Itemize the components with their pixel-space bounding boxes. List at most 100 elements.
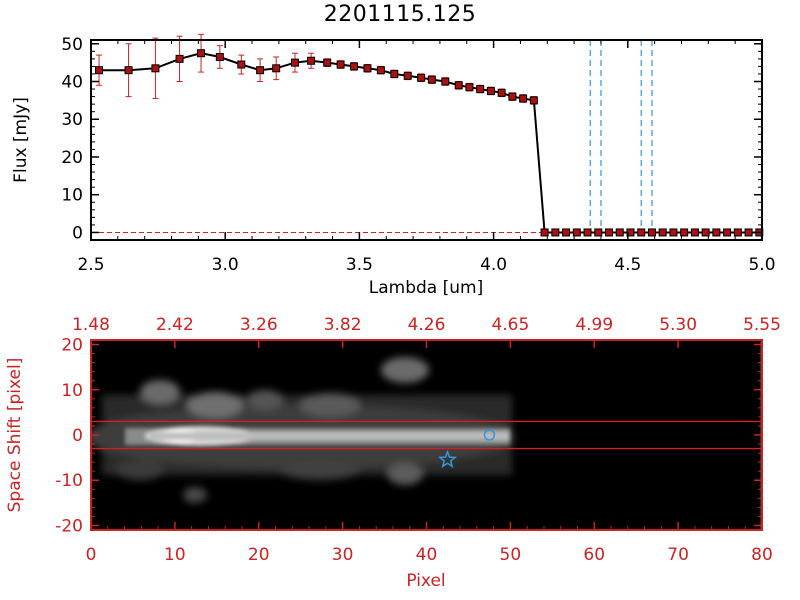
circle-marker bbox=[483, 429, 496, 441]
x-tick-label-6: 60 bbox=[583, 545, 605, 565]
x-tick-label-5: 50 bbox=[500, 545, 522, 565]
data-point-42 bbox=[680, 228, 689, 237]
spectrum-image-plot: 0 10 20 30 40 50 60 70 80 1.48 2.42 3.26 3.82 4.26 4.6… bbox=[5, 315, 781, 591]
data-point-34 bbox=[594, 228, 603, 237]
top-x-tick-label-4: 4.26 bbox=[408, 315, 446, 335]
x-tick-label-5: 5.0 bbox=[748, 255, 775, 275]
x-tick-label-4: 40 bbox=[416, 545, 438, 565]
data-point-48 bbox=[744, 228, 753, 237]
data-point-21 bbox=[454, 81, 463, 90]
vline-group bbox=[589, 40, 653, 240]
data-point-23 bbox=[476, 85, 485, 94]
data-point-15 bbox=[376, 66, 385, 75]
data-point-29 bbox=[540, 228, 549, 237]
spectral-trace bbox=[125, 426, 510, 446]
data-point-32 bbox=[572, 228, 581, 237]
plot-frame bbox=[90, 39, 763, 241]
y-axis-label: Space Shift [pixel] bbox=[5, 358, 25, 513]
errorbar-group bbox=[96, 33, 537, 105]
data-point-16 bbox=[390, 69, 399, 78]
x-tick-label-3: 30 bbox=[332, 545, 354, 565]
top-x-tick-label-1: 2.42 bbox=[156, 315, 194, 335]
top-x-tick-label-7: 5.30 bbox=[659, 315, 697, 335]
data-point-35 bbox=[605, 228, 614, 237]
data-point-39 bbox=[647, 228, 656, 237]
top-x-tick-label-2: 3.26 bbox=[240, 315, 278, 335]
data-point-25 bbox=[497, 88, 506, 97]
x-tick-label-0: 2.5 bbox=[77, 255, 104, 275]
x-tick-label-0: 0 bbox=[86, 545, 97, 565]
data-point-43 bbox=[690, 228, 699, 237]
data-point-14 bbox=[363, 64, 372, 73]
y-tick-label-1: 10 bbox=[61, 186, 83, 206]
data-point-6 bbox=[237, 60, 246, 69]
x-tick-label-8: 80 bbox=[751, 545, 773, 565]
y-tick-label-2: 0 bbox=[72, 426, 83, 446]
data-point-22 bbox=[465, 83, 474, 92]
y-tick-label-2: 20 bbox=[61, 148, 83, 168]
data-point-1 bbox=[124, 66, 133, 75]
y-tick-label-4: 20 bbox=[61, 336, 83, 356]
x-axis-label: Lambda [um] bbox=[369, 278, 483, 298]
top-x-tick-label-8: 5.55 bbox=[743, 315, 781, 335]
tick-group: 0 10 20 30 40 50 60 70 80 1.48 2.42 3.26 3.82 4.26 4.6… bbox=[55, 315, 781, 565]
x-tick-label-3: 4.0 bbox=[480, 255, 507, 275]
y-tick-label-3: 30 bbox=[61, 110, 83, 130]
data-point-40 bbox=[658, 228, 667, 237]
flux-plot: 2.5 3.0 3.5 4.0 4.5 5.0 0 10 20 30 40 50 Lambda [um… bbox=[11, 33, 776, 298]
top-x-tick-label-3: 3.82 bbox=[324, 315, 362, 335]
data-point-7 bbox=[256, 66, 265, 75]
data-point-45 bbox=[712, 228, 721, 237]
data-point-46 bbox=[723, 228, 732, 237]
y-tick-label-3: 10 bbox=[61, 381, 83, 401]
x-tick-label-1: 3.0 bbox=[212, 255, 239, 275]
data-point-12 bbox=[336, 60, 345, 69]
data-point-24 bbox=[486, 86, 495, 95]
data-point-37 bbox=[626, 228, 635, 237]
data-point-17 bbox=[403, 71, 412, 80]
data-point-9 bbox=[290, 58, 299, 67]
data-point-11 bbox=[323, 58, 332, 67]
y-tick-label-0: 0 bbox=[72, 223, 83, 243]
x-tick-label-1: 10 bbox=[164, 545, 186, 565]
top-x-tick-label-6: 4.99 bbox=[575, 315, 613, 335]
marker-group bbox=[437, 429, 496, 469]
y-tick-label-1: -10 bbox=[55, 471, 83, 491]
data-point-13 bbox=[350, 62, 359, 71]
data-point-28 bbox=[529, 96, 538, 105]
top-x-tick-label-5: 4.65 bbox=[491, 315, 529, 335]
y-axis-label: Flux [mJy] bbox=[11, 97, 31, 183]
top-x-tick-label-0: 1.48 bbox=[72, 315, 110, 335]
hline-group bbox=[91, 420, 762, 450]
x-tick-label-2: 3.5 bbox=[346, 255, 373, 275]
data-point-47 bbox=[733, 228, 742, 237]
x-tick-label-7: 70 bbox=[667, 545, 689, 565]
data-point-5 bbox=[215, 52, 224, 61]
data-point-38 bbox=[637, 228, 646, 237]
y-tick-label-0: -20 bbox=[55, 516, 83, 536]
data-point-3 bbox=[175, 54, 184, 63]
x-tick-label-2: 20 bbox=[248, 545, 270, 565]
x-axis-label: Pixel bbox=[406, 571, 445, 591]
data-point-18 bbox=[417, 73, 426, 82]
data-point-10 bbox=[307, 56, 316, 65]
chart-title: 2201115.125 bbox=[323, 2, 477, 27]
data-point-27 bbox=[519, 94, 528, 103]
data-point-19 bbox=[427, 75, 436, 84]
data-point-2 bbox=[151, 64, 160, 73]
data-point-0 bbox=[95, 66, 104, 75]
data-point-30 bbox=[551, 228, 560, 237]
data-point-33 bbox=[583, 228, 592, 237]
x-tick-label-4: 4.5 bbox=[614, 255, 641, 275]
y-tick-label-5: 50 bbox=[61, 35, 83, 55]
image-area bbox=[91, 340, 762, 530]
data-point-41 bbox=[669, 228, 678, 237]
data-point-20 bbox=[441, 77, 450, 86]
y-tick-label-4: 40 bbox=[61, 73, 83, 93]
data-point-8 bbox=[272, 64, 281, 73]
data-point-44 bbox=[701, 228, 710, 237]
data-point-4 bbox=[197, 49, 206, 58]
marker-group bbox=[95, 49, 764, 237]
data-point-31 bbox=[562, 228, 571, 237]
